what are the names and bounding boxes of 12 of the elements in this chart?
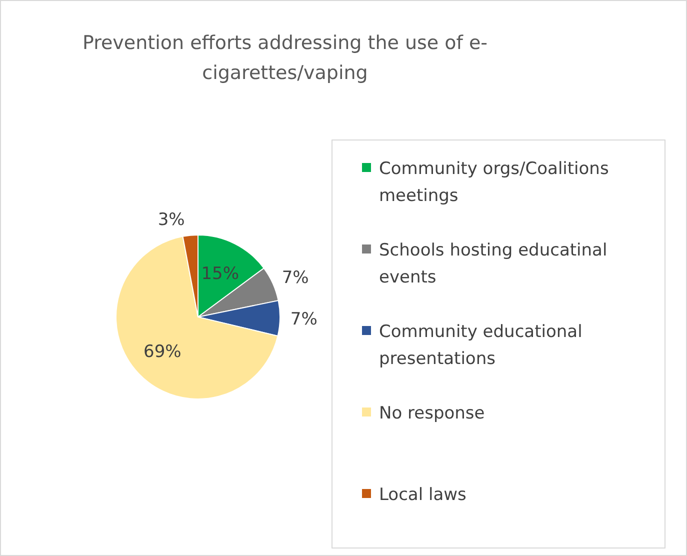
- legend-label: Schools hosting educatinal events: [379, 240, 608, 288]
- data-label: 15%: [201, 264, 240, 284]
- chart-title: Prevention efforts addressing the use of e-cigarettes/vaping: [82, 32, 488, 84]
- pie-slice: [116, 236, 278, 400]
- data-label: 69%: [144, 342, 182, 362]
- data-label: 3%: [158, 210, 185, 230]
- legend-label: Local laws: [379, 485, 467, 505]
- legend-label: No response: [379, 404, 485, 424]
- legend-label: Community orgs/Coalitions meetings: [379, 159, 609, 206]
- data-label: 7%: [282, 268, 309, 288]
- data-label: 7%: [290, 310, 318, 330]
- legend-label: Community educational presentations: [379, 322, 582, 369]
